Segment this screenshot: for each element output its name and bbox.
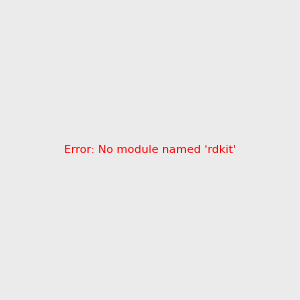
Text: Error: No module named 'rdkit': Error: No module named 'rdkit'	[64, 145, 236, 155]
